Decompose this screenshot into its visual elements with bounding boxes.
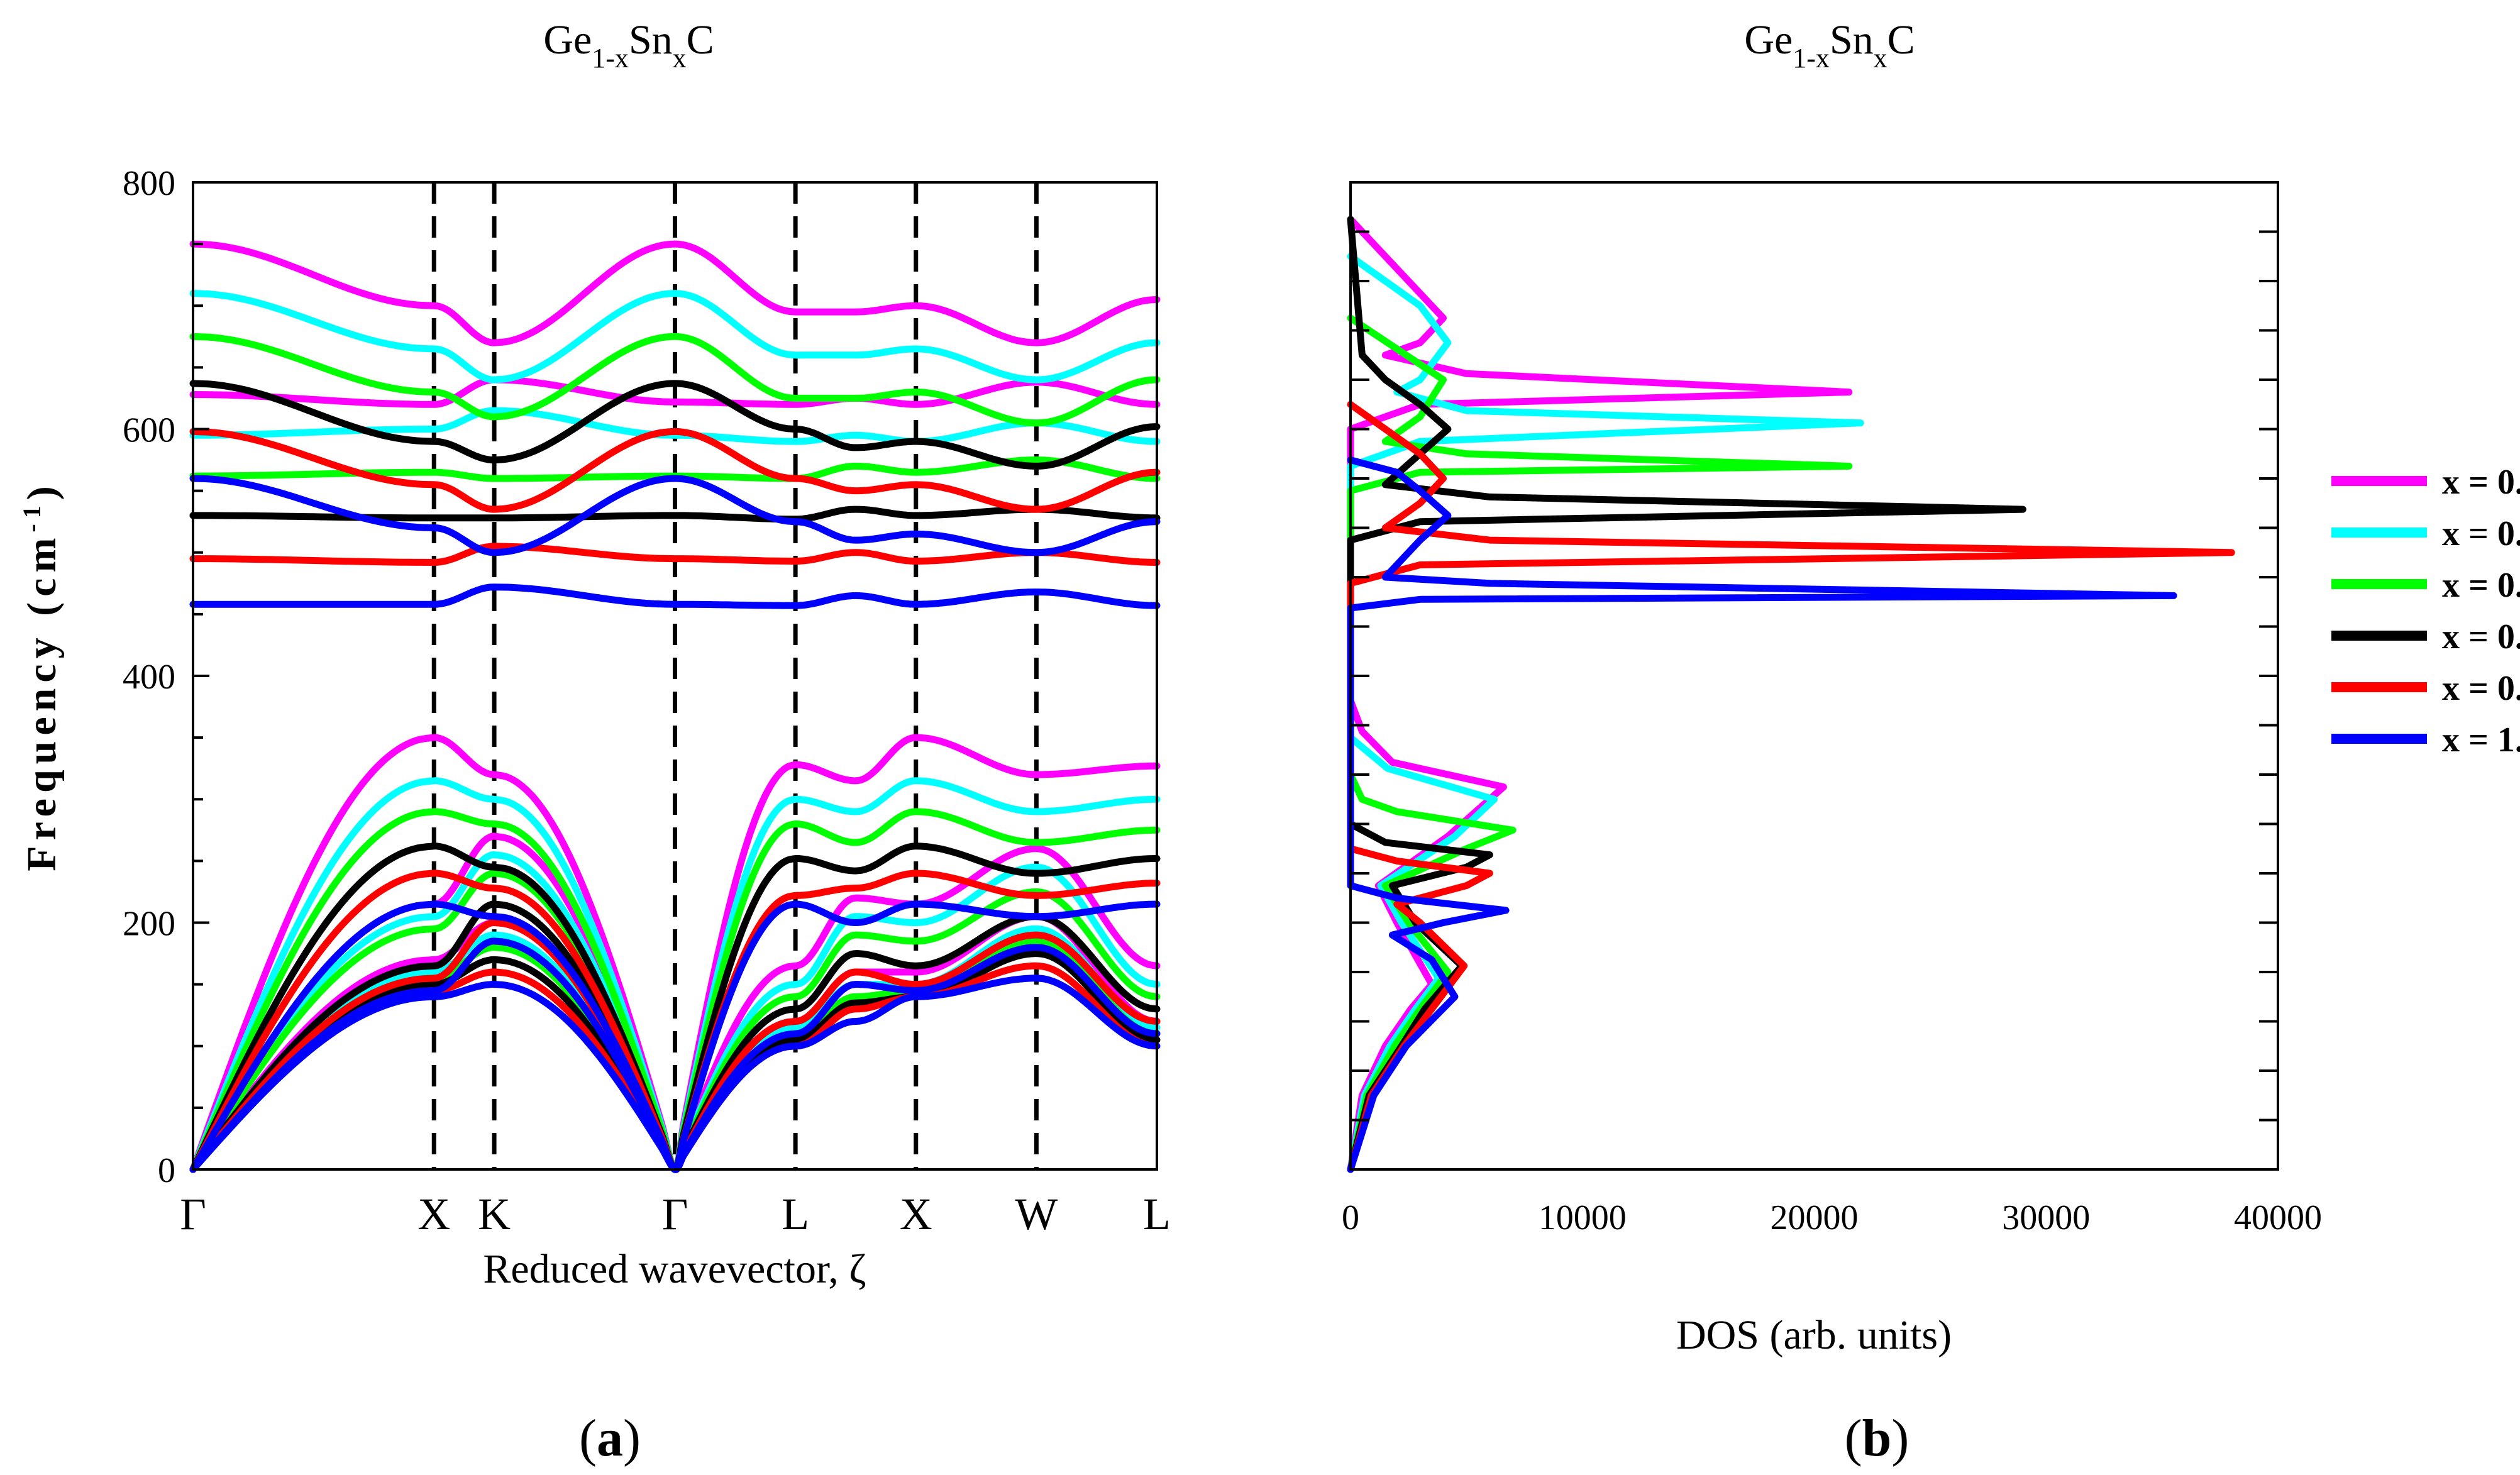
dispersion-branch-line [189,475,1161,556]
dos-x-tick-labels: 0 10000 20000 30000 40000 [1342,1198,2322,1237]
dispersion-branch-line [189,975,1161,1173]
dos-x-tick-label: 0 [1342,1198,1359,1237]
dispersion-branch-line [189,842,1161,1173]
dos-chart-title: Ge1-xSnxC [1744,17,1915,74]
dos-x-tick-label: 40000 [2234,1198,2322,1237]
symmetry-point-label: L [782,1189,809,1239]
dispersion-branch-line [189,583,1161,609]
dos-curves [1347,216,2235,1173]
symmetry-point-label: L [1143,1189,1171,1239]
dispersion-branch-line [189,937,1161,1173]
dispersion-y-axis-title: Frequency (cm-1) [18,480,65,871]
dispersion-branch-line [189,407,1161,445]
y-tick-label: 200 [123,905,175,944]
dos-ticks [1351,181,2278,1171]
y-tick-label: 600 [123,411,175,450]
symmetry-point-dividers [431,182,1039,1169]
dispersion-branch-line [189,333,1161,427]
dos-panel: Ge1-xSnxC 0 10000 20000 30000 40000 DOS (arb… [1342,17,2322,1467]
dispersion-branch-line [189,380,1161,470]
dispersion-curves [189,240,1161,1173]
dos-plot-area: 0 10000 20000 30000 40000 [1342,181,2322,1237]
dos-x-tick-label: 30000 [2002,1198,2090,1237]
legend: x = 0.0 x = 0.2 x = 0.4 x = 0.6 x = 0.8 x = 1… [2331,463,2520,760]
legend-label: x = 1.0 [2442,721,2520,760]
dos-x-tick-label: 20000 [1771,1198,1859,1237]
symmetry-point-label: Γ [662,1189,688,1239]
y-tick-label: 800 [123,164,175,203]
y-tick-label: 0 [158,1151,175,1190]
dispersion-branch-line [189,900,1161,1173]
dispersion-branch-line [189,900,1161,1173]
symmetry-point-label: X [900,1189,932,1239]
dos-x-axis-title: DOS (arb. units) [1676,1312,1952,1358]
legend-label: x = 0.6 [2442,617,2520,656]
dispersion-branch-line [189,870,1161,1173]
dos-curve-line [1347,314,1853,1173]
dispersion-x-axis-title: Reduced wavevector, ζ [483,1246,866,1292]
dos-x-tick-label: 10000 [1539,1198,1627,1237]
dispersion-branch-line [189,808,1161,1173]
legend-label: x = 0.8 [2442,669,2520,708]
dispersion-branch-line [189,919,1161,1173]
dos-curve-line [1347,216,2026,1173]
legend-label: x = 0.0 [2442,463,2520,502]
legend-label: x = 0.2 [2442,514,2520,553]
symmetry-point-label: X [417,1189,450,1239]
panel-b-label: (b) [1845,1409,1909,1467]
dispersion-branch-line [189,290,1161,384]
symmetry-point-label: Γ [180,1189,206,1239]
dispersion-branch-line [189,240,1161,346]
dispersion-y-ticks: 0 200 400 600 800 [123,164,209,1190]
dispersion-branch-line [189,777,1161,1173]
dispersion-branch-line [189,734,1161,1173]
dispersion-branch-line [189,870,1161,1173]
dispersion-branch-line [189,428,1161,513]
dispersion-branch-line [189,543,1161,566]
y-tick-label: 400 [123,658,175,697]
dispersion-chart-title: Ge1-xSnxC [543,17,714,74]
dos-plot-frame [1349,181,2279,1171]
symmetry-point-label: K [478,1189,511,1239]
panel-a-label: (a) [579,1409,641,1467]
symmetry-point-label: W [1015,1189,1058,1239]
legend-label: x = 0.4 [2442,566,2520,605]
dispersion-branch-line [189,851,1161,1173]
